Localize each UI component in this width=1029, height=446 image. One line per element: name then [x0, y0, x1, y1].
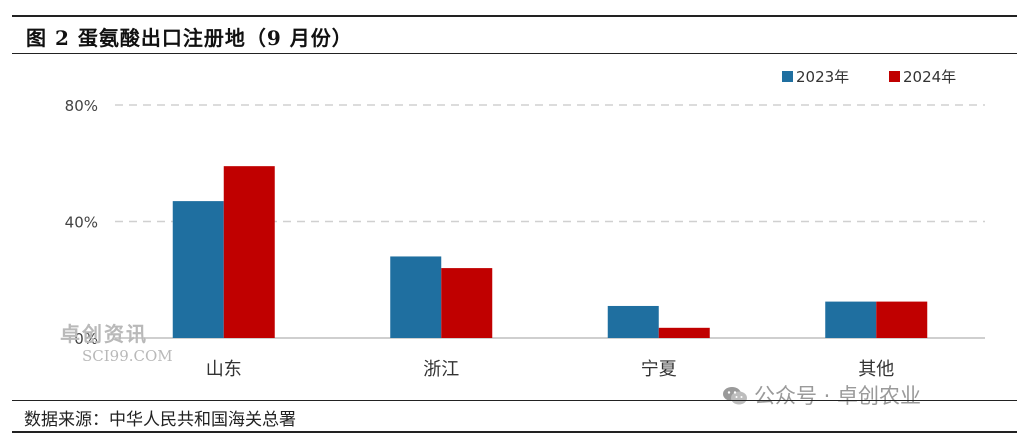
- bar-2024: [658, 327, 710, 338]
- source-bar: 数据来源：中华人民共和国海关总署: [12, 400, 1017, 433]
- legend-label: 2023年: [796, 68, 849, 86]
- sci99-watermark: 卓创资讯 SCI99.COM: [60, 318, 173, 365]
- legend-label: 2024年: [903, 68, 956, 86]
- wechat-watermark: 公众号 · 卓创农业: [722, 380, 921, 410]
- x-tick-label: 浙江: [423, 359, 459, 380]
- watermark-en: SCI99.COM: [82, 347, 173, 365]
- watermark-cn: 卓创资讯: [60, 322, 148, 346]
- legend-swatch: [782, 71, 793, 82]
- y-tick-label: 0%: [74, 330, 98, 348]
- legend-swatch: [889, 71, 900, 82]
- y-tick-label: 80%: [65, 97, 98, 115]
- bar-2023: [607, 305, 659, 338]
- y-tick-label: 40%: [65, 214, 98, 232]
- bar-2024: [876, 301, 928, 338]
- x-tick-label: 其他: [858, 359, 894, 380]
- bar-2023: [825, 301, 877, 338]
- wechat-icon: [723, 387, 747, 405]
- bar-2024: [441, 268, 493, 338]
- bar-2023: [172, 201, 224, 338]
- bar-2023: [390, 256, 442, 338]
- watermark-text: 公众号 · 卓创农业: [754, 384, 922, 408]
- bar-2024: [223, 166, 275, 338]
- x-tick-label: 宁夏: [641, 359, 677, 380]
- data-source: 数据来源：中华人民共和国海关总署: [24, 410, 296, 430]
- title-bar: 图 2 蛋氨酸出口注册地（9 月份）: [12, 15, 1017, 54]
- x-tick-label: 山东: [206, 359, 242, 380]
- chart-title: 图 2 蛋氨酸出口注册地（9 月份）: [26, 26, 353, 50]
